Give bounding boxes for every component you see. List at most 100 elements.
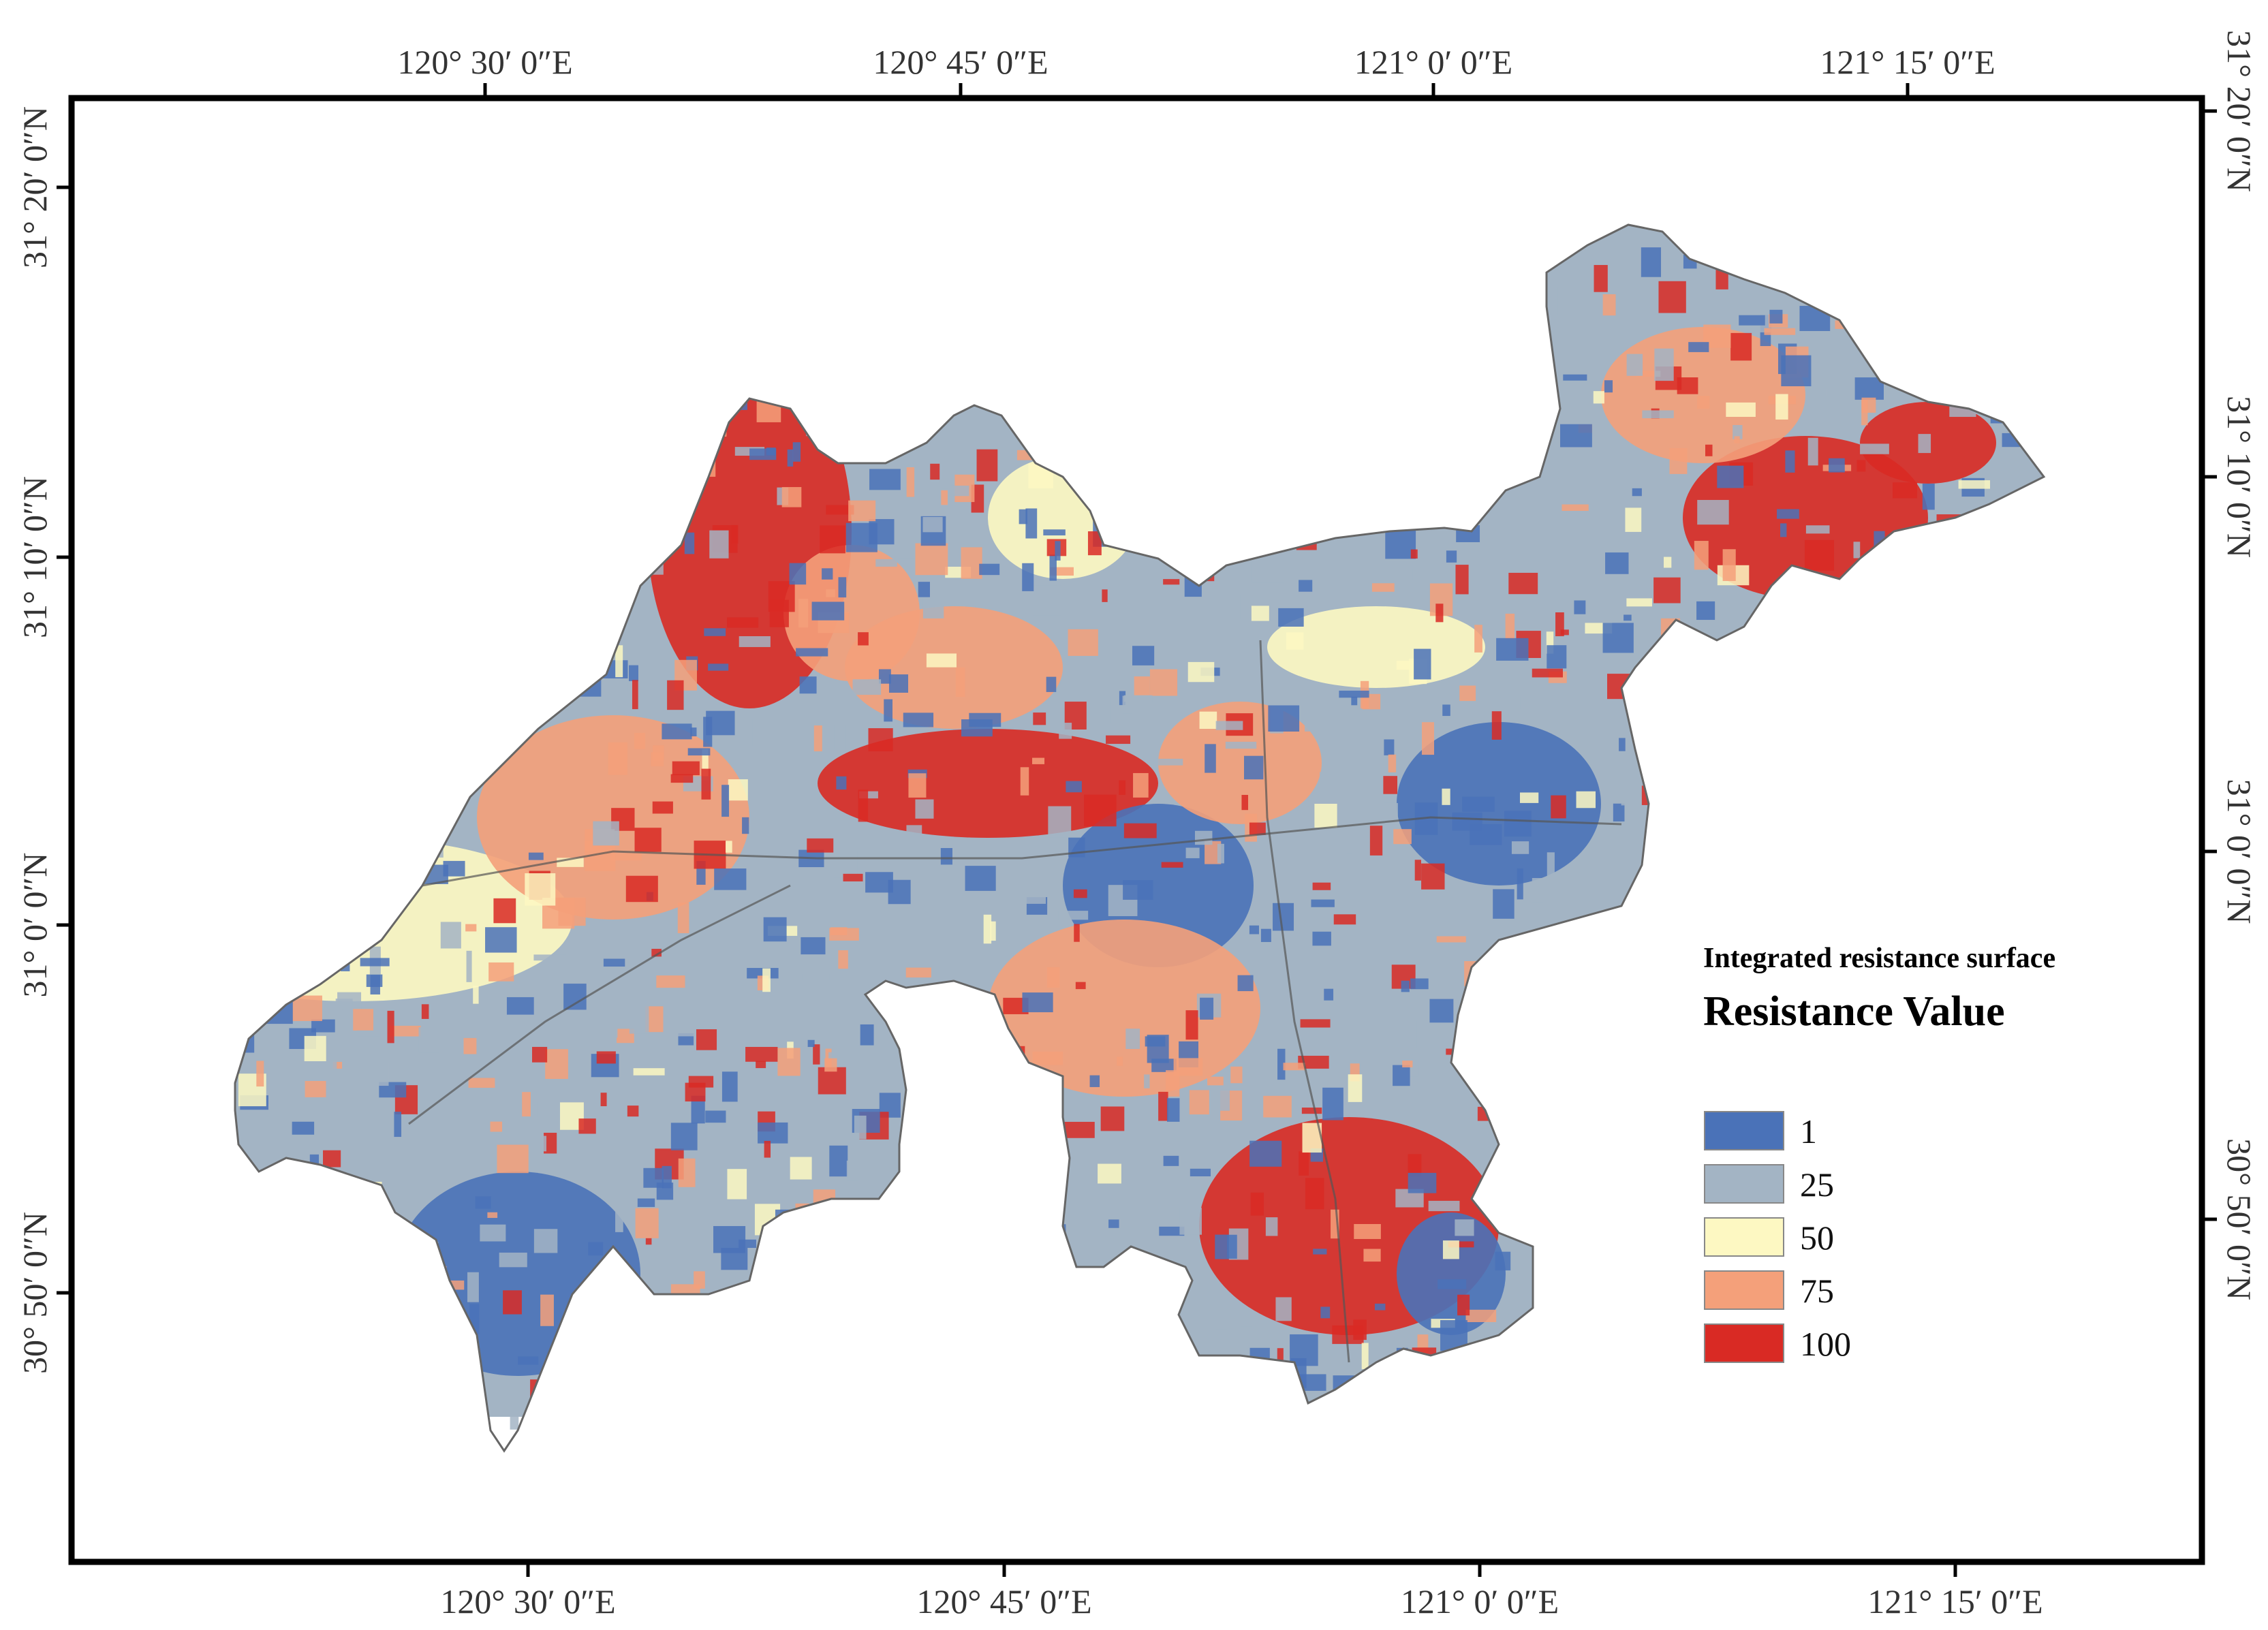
resistance-patch — [1252, 416, 1271, 443]
resistance-patch — [1764, 328, 1796, 335]
resistance-patch — [886, 1363, 893, 1390]
resistance-patch — [1346, 234, 1369, 258]
resistance-patch — [572, 385, 589, 393]
resistance-patch — [1458, 495, 1465, 527]
resistance-patch — [1046, 676, 1057, 692]
resistance-patch — [1632, 488, 1642, 497]
resistance-patch — [250, 967, 277, 984]
resistance-patch — [466, 950, 472, 982]
resistance-patch — [1085, 379, 1114, 392]
resistance-zone — [818, 729, 1158, 838]
resistance-patch — [332, 1265, 352, 1289]
resistance-patch — [1383, 776, 1398, 794]
resistance-patch — [949, 983, 957, 1009]
resistance-patch — [1720, 882, 1728, 890]
resistance-patch — [925, 1364, 931, 1385]
resistance-patch — [1756, 690, 1784, 702]
resistance-patch — [1479, 275, 1498, 289]
resistance-patch — [407, 1392, 417, 1409]
resistance-patch — [1249, 1140, 1282, 1167]
resistance-patch — [273, 601, 287, 631]
resistance-patch — [382, 1309, 408, 1316]
resistance-patch — [2025, 320, 2033, 343]
resistance-patch — [305, 1406, 332, 1434]
resistance-patch — [1664, 557, 1672, 568]
resistance-patch — [1226, 1414, 1235, 1447]
resistance-patch — [2008, 1232, 2031, 1258]
resistance-patch — [1410, 549, 1418, 559]
resistance-patch — [2041, 1324, 2044, 1358]
resistance-patch — [1442, 788, 1450, 805]
resistance-patch — [1563, 374, 1587, 381]
resistance-patch — [409, 225, 420, 237]
resistance-patch — [1558, 1226, 1577, 1247]
resistance-patch — [1124, 225, 1138, 255]
resistance-patch — [1875, 1052, 1886, 1060]
resistance-patch — [1217, 843, 1224, 864]
resistance-patch — [1774, 1102, 1784, 1112]
resistance-patch — [423, 328, 436, 356]
resistance-patch — [1939, 1034, 1970, 1058]
resistance-patch — [2015, 332, 2044, 344]
resistance-patch — [1927, 311, 1949, 342]
resistance-patch — [1745, 1397, 1769, 1422]
resistance-patch — [1073, 889, 1087, 898]
resistance-patch — [1324, 988, 1334, 1001]
resistance-patch — [1705, 444, 1713, 456]
resistance-patch — [603, 958, 625, 967]
resistance-patch — [629, 1001, 649, 1034]
resistance-patch — [1180, 506, 1194, 514]
resistance-patch — [493, 405, 505, 420]
resistance-patch — [684, 532, 695, 554]
resistance-patch — [667, 680, 684, 710]
resistance-patch — [303, 728, 321, 736]
resistance-patch — [1496, 638, 1529, 661]
resistance-patch — [337, 676, 362, 702]
bottom-lon-label: 120° 45′ 0″E — [916, 1582, 1091, 1620]
resistance-patch — [1860, 744, 1892, 759]
resistance-patch — [1128, 1300, 1143, 1317]
resistance-patch — [826, 589, 835, 597]
left-lat-label: 30° 50′ 0″N — [16, 1212, 54, 1374]
resistance-patch — [1215, 721, 1243, 730]
resistance-patch — [1994, 366, 2017, 392]
resistance-patch — [2061, 806, 2077, 828]
resistance-patch — [247, 1368, 256, 1392]
resistance-patch — [1263, 1095, 1292, 1118]
resistance-patch — [1805, 525, 1830, 534]
resistance-patch — [581, 1374, 605, 1398]
resistance-patch — [375, 903, 385, 926]
resistance-patch — [799, 676, 817, 694]
resistance-patch — [1952, 864, 1966, 896]
resistance-patch — [1734, 660, 1763, 668]
resistance-patch — [869, 469, 901, 490]
resistance-patch — [2013, 1172, 2032, 1182]
resistance-patch — [1665, 642, 1697, 656]
resistance-patch — [2034, 488, 2044, 510]
resistance-patch — [1619, 1350, 1638, 1378]
resistance-patch — [809, 1125, 816, 1131]
resistance-patch — [278, 841, 294, 856]
resistance-patch — [1311, 899, 1335, 907]
resistance-patch — [1679, 1228, 1704, 1242]
resistance-patch — [1207, 1076, 1224, 1086]
resistance-patch — [670, 774, 694, 783]
resistance-patch — [1880, 363, 1912, 383]
resistance-patch — [341, 231, 367, 242]
resistance-patch — [1602, 623, 1634, 653]
resistance-patch — [1735, 680, 1755, 695]
resistance-patch — [1300, 424, 1325, 445]
resistance-patch — [235, 485, 251, 505]
resistance-patch — [1734, 436, 1740, 443]
resistance-patch — [1733, 424, 1743, 439]
legend-label: 50 — [1800, 1219, 1834, 1257]
resistance-patch — [1414, 648, 1431, 680]
resistance-patch — [891, 1197, 914, 1229]
resistance-patch — [1618, 963, 1647, 990]
resistance-patch — [1369, 826, 1383, 856]
resistance-patch — [1482, 345, 1492, 366]
resistance-patch — [701, 768, 711, 800]
resistance-patch — [1636, 371, 1661, 377]
resistance-patch — [235, 772, 243, 796]
